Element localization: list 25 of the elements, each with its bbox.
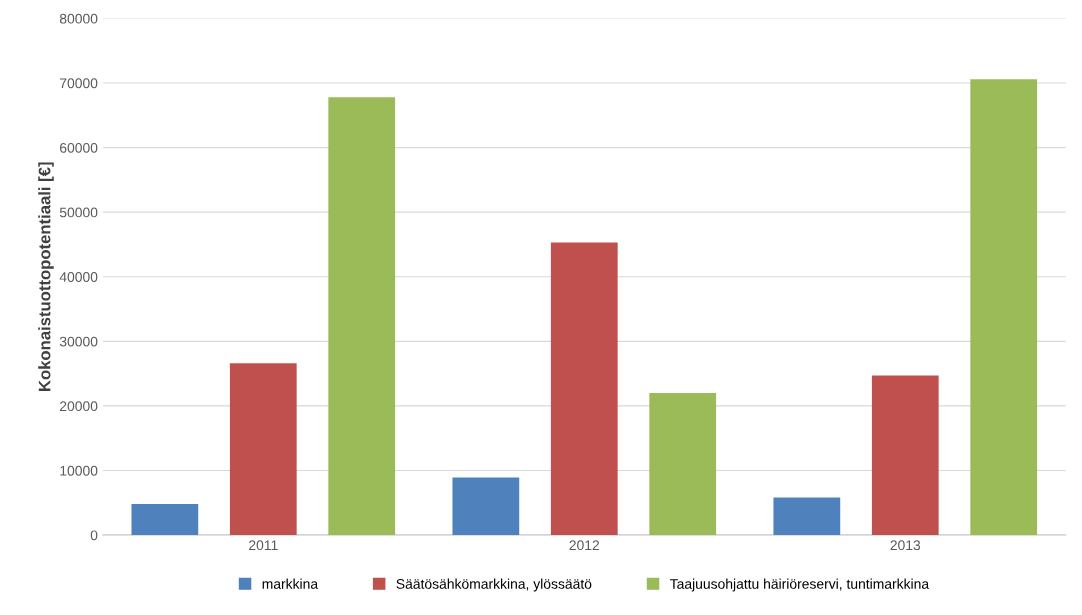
y-tick-label: 80000 [59, 13, 98, 24]
y-tick-label: 40000 [59, 272, 98, 282]
y-tick-label: 0 [90, 530, 98, 541]
legend-label: Taajuusohjattu häiriöreservi, tuntimarkkina [670, 578, 930, 592]
bar [452, 477, 520, 536]
legend-label: Säätösähkömarkkina, ylössäätö [396, 578, 592, 592]
bar [649, 392, 717, 536]
y-tick-label: 20000 [60, 401, 98, 412]
x-tick-label: 2011 [249, 540, 278, 551]
bar [970, 79, 1038, 536]
y-tick-label: 50000 [59, 207, 98, 218]
x-tick-label: 2012 [569, 540, 600, 551]
bar [550, 242, 618, 536]
bar [131, 504, 199, 536]
bar [773, 497, 841, 536]
bar [328, 97, 396, 536]
y-tick-label: 60000 [60, 142, 98, 153]
legend-label: markkina [262, 578, 319, 589]
bar [871, 375, 939, 536]
y-axis-title: Kokonaistuottopotentiaali [€] [38, 162, 54, 391]
x-tick-label: 2013 [890, 540, 921, 551]
bar [229, 363, 297, 536]
y-tick-label: 30000 [59, 336, 98, 347]
y-tick-label: 10000 [60, 465, 98, 476]
y-tick-label: 70000 [60, 78, 98, 89]
